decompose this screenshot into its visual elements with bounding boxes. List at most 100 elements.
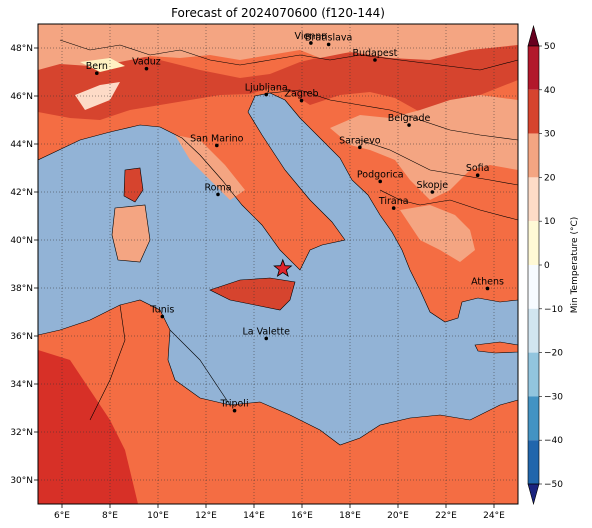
city-label: Roma [204, 182, 231, 193]
temp-zone-balkans-b [400, 205, 475, 262]
lat-tick-label: 38°N [10, 284, 33, 294]
temp-zone-cool-alps [75, 82, 120, 110]
city-dot [391, 206, 396, 210]
lon-tick-label: 14°E [243, 511, 265, 521]
city-label: Tirana [378, 196, 409, 207]
colorbar-extend-min [527, 483, 540, 506]
city-dot [95, 71, 99, 75]
land-corsica [124, 168, 143, 202]
city-dot [378, 179, 383, 184]
temp-zone-italy [175, 135, 245, 200]
city-label: Zagreb [285, 89, 319, 100]
colorbar-segment [528, 396, 539, 441]
city-dot [407, 123, 411, 127]
lat-tick-label: 32°N [10, 428, 33, 438]
colorbar-tick-label: −10 [544, 305, 563, 315]
city-label: San Marino [190, 133, 243, 144]
colorbar-tick-label: 20 [544, 173, 556, 183]
city-dot [232, 408, 237, 413]
map-frame [37, 23, 519, 505]
lat-tick-label: 34°N [10, 380, 33, 390]
lon-tick-label: 20°E [387, 511, 409, 521]
city-label: Vaduz [132, 57, 161, 68]
city-label: Skopje [417, 180, 449, 191]
city-label: Sarajevo [339, 135, 381, 146]
lat-tick-label: 46°N [10, 92, 33, 102]
colorbar-label: Min Temperature (°C) [570, 217, 580, 314]
city-label: Bern [86, 61, 108, 72]
lon-tick-label: 12°E [195, 511, 217, 521]
gridlines [38, 24, 518, 504]
city-dot [144, 66, 149, 71]
lon-tick-label: 18°E [339, 511, 361, 521]
colorbar-tick-label: 0 [544, 261, 550, 271]
colorbar-segment [528, 177, 539, 222]
colorbar-tick-label: −40 [544, 436, 563, 446]
colorbar-tick-label: 10 [544, 217, 556, 227]
temp-zone-cool-alps2 [80, 58, 125, 72]
city-dot [485, 286, 490, 291]
lon-tick-label: 22°E [435, 511, 457, 521]
city-label: La Valette [242, 326, 290, 337]
country-borders [38, 39, 518, 446]
colorbar-tick-label: −30 [544, 392, 563, 402]
city-dot [216, 192, 220, 197]
city-dot [160, 314, 165, 319]
city-label: Belgrade [388, 113, 431, 124]
city-dot [299, 98, 304, 103]
colorbar-tick-label: 40 [544, 86, 556, 96]
map-title: Forecast of 2024070600 (f120-144) [171, 6, 385, 20]
city-label: Athens [471, 276, 504, 287]
city-label: Tripoli [220, 399, 249, 410]
city-dot [309, 41, 313, 45]
colorbar-tick-label: 30 [544, 130, 556, 140]
city-label: Bratislava [305, 32, 352, 43]
colorbar-segment [528, 265, 539, 309]
colorbar-segment [528, 89, 539, 134]
colorbar-segment [528, 133, 539, 178]
lon-tick-label: 6°E [54, 511, 70, 521]
land-sicily [210, 278, 295, 310]
land-crete [475, 342, 518, 353]
lat-tick-label: 42°N [10, 188, 33, 198]
axis-ticks: 6°E 8°E 10°E 12°E 14°E 16°E 18°E 20°E 22°E 24°E 48… [10, 44, 505, 521]
colorbar-tick-label: −20 [544, 349, 563, 359]
colorbar-segment [528, 221, 539, 265]
city-dot [373, 58, 377, 62]
city-label: Tunis [149, 305, 174, 316]
colorbar-segment [528, 46, 539, 90]
colorbar-tick-label: 50 [544, 42, 556, 52]
city-dot [430, 190, 435, 194]
city-dot [215, 143, 219, 148]
colorbar: 50 40 30 20 10 0 −10 −20 −30 −40 −50 Min Temperatur… [527, 24, 580, 506]
lat-tick-label: 44°N [10, 140, 33, 150]
lat-tick-label: 30°N [10, 476, 33, 486]
land-sardinia [112, 205, 150, 262]
temp-zone-north [38, 24, 518, 70]
lon-tick-label: 8°E [102, 511, 118, 521]
temp-zone-sahara-hot [38, 350, 138, 504]
city-label: Vienna [295, 31, 328, 42]
colorbar-segment [528, 308, 539, 353]
temp-zone-balkans-a [330, 95, 518, 200]
colorbar-segment [528, 352, 539, 397]
city-dot [264, 336, 269, 341]
city-dot [475, 173, 480, 177]
city-label: Sofia [466, 163, 490, 174]
colorbar-extend-max [527, 24, 540, 47]
colorbar-segment [528, 440, 539, 484]
city-dot [358, 145, 362, 150]
city-label: Budapest [352, 48, 397, 59]
city-dot [326, 42, 331, 47]
lon-tick-label: 10°E [147, 511, 169, 521]
colorbar-tick-label: −50 [544, 480, 563, 490]
star-marker [273, 258, 293, 278]
lat-tick-label: 36°N [10, 332, 33, 342]
city-label: Podgorica [357, 169, 404, 180]
lat-tick-label: 40°N [10, 236, 33, 246]
lon-tick-label: 24°E [483, 511, 505, 521]
city-label: Ljubljana [245, 83, 288, 94]
lat-tick-label: 48°N [10, 44, 33, 54]
